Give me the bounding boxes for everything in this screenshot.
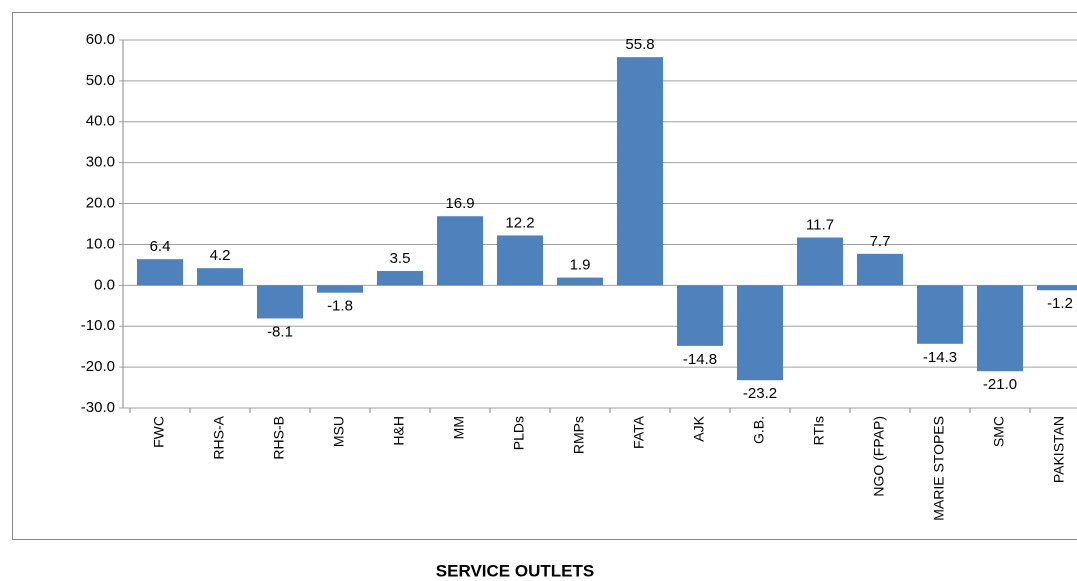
x-tick-label: NGO (FPAP)	[871, 416, 887, 497]
bar	[617, 57, 663, 286]
x-tick-label: SMC	[991, 416, 1007, 447]
bar	[197, 268, 243, 286]
y-tick-label: 30.0	[86, 154, 115, 171]
x-tick-label: PLDs	[511, 416, 527, 450]
y-tick-label: -20.0	[81, 358, 115, 375]
data-label: -21.0	[983, 376, 1017, 393]
bar	[677, 285, 723, 346]
data-label: 55.8	[625, 36, 654, 53]
bar	[257, 285, 303, 319]
x-tick-label: H&H	[391, 416, 407, 446]
bar	[797, 237, 843, 286]
y-tick-label: 10.0	[86, 235, 115, 252]
y-tick-label: -30.0	[81, 399, 115, 416]
bar	[977, 285, 1023, 372]
y-tick-label: 50.0	[86, 72, 115, 89]
x-tick-label: RTIs	[811, 416, 827, 445]
x-tick-label: FWC	[151, 416, 167, 448]
bar	[557, 277, 603, 286]
bar	[857, 253, 903, 286]
x-tick-label: FATA	[631, 415, 647, 449]
x-tick-label: MSU	[331, 416, 347, 447]
data-label: 7.7	[870, 233, 891, 250]
x-tick-label: RHS-A	[211, 415, 227, 459]
data-label: -1.8	[327, 298, 353, 315]
bar	[437, 216, 483, 286]
data-label: 16.9	[445, 195, 474, 212]
bar	[917, 285, 963, 344]
bar	[497, 235, 543, 286]
data-label: 4.2	[210, 247, 231, 264]
bar	[317, 285, 363, 293]
y-tick-label: -10.0	[81, 317, 115, 334]
data-label: -8.1	[267, 323, 293, 340]
data-label: -14.8	[683, 351, 717, 368]
x-tick-label: PAKISTAN	[1051, 416, 1067, 483]
data-label: -1.2	[1047, 295, 1073, 312]
data-label: 3.5	[390, 250, 411, 267]
data-label: 6.4	[150, 238, 171, 255]
x-tick-label: MM	[451, 416, 467, 439]
data-label: 11.7	[806, 216, 834, 233]
y-tick-label: 0.0	[94, 276, 115, 293]
x-tick-label: AJK	[691, 415, 707, 441]
data-label: -23.2	[743, 385, 777, 402]
bar	[137, 259, 183, 286]
bar	[377, 271, 423, 286]
y-tick-label: 40.0	[86, 113, 115, 130]
data-label: 12.2	[505, 214, 534, 231]
y-tick-label: 20.0	[86, 195, 115, 212]
x-tick-label: MARIE STOPES	[931, 416, 947, 521]
x-tick-label: G.B.	[751, 416, 767, 444]
x-axis-title: SERVICE OUTLETS	[436, 561, 594, 580]
y-tick-label: 60.0	[86, 31, 115, 48]
x-tick-label: RMPs	[571, 416, 587, 454]
data-label: 1.9	[570, 257, 591, 274]
bar	[737, 285, 783, 381]
data-label: -14.3	[923, 349, 957, 366]
plot-area: -30.0 -20.0 -10.0 0.0 10.0 20.0 30.0 40.0 50.0 60…	[81, 31, 1077, 521]
x-tick-label: RHS-B	[271, 416, 287, 460]
chart-frame	[12, 12, 1077, 540]
bar	[1037, 285, 1077, 291]
